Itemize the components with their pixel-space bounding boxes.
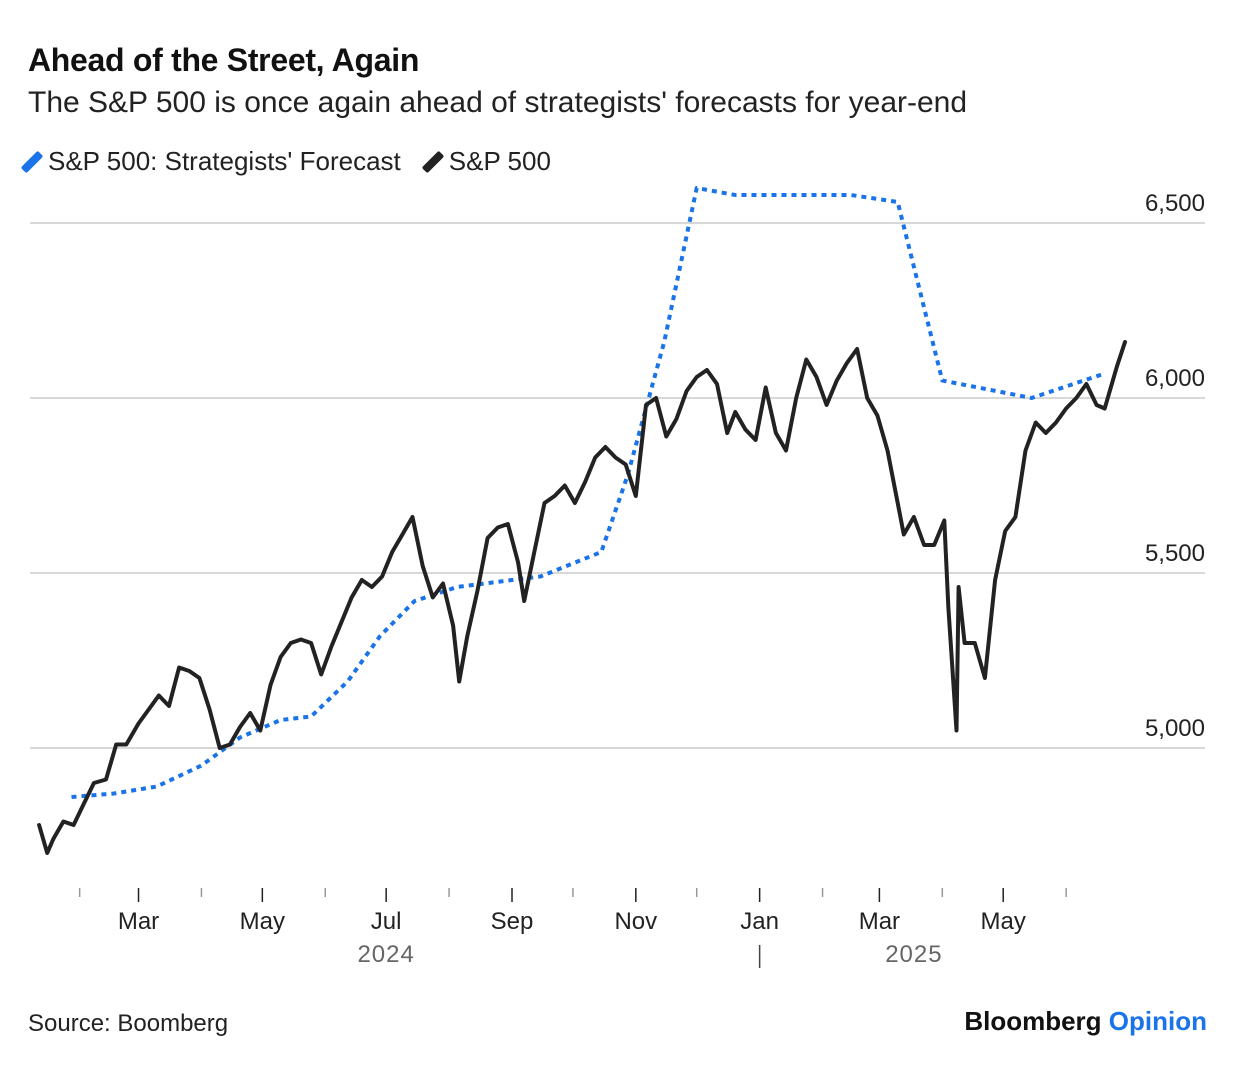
year-label-2024: 2024 [357, 941, 414, 968]
legend: S&P 500: Strategists' Forecast S&P 500 [20, 146, 551, 177]
y-tick-label-5500: 5,500 [1145, 540, 1205, 567]
series-line-forecast [71, 186, 1106, 799]
x-tick-label-4: Nov [614, 908, 657, 935]
brand-logo: Bloomberg Opinion [964, 1006, 1207, 1037]
x-tick-label-7: May [981, 908, 1026, 935]
x-tick-label-6: Mar [859, 908, 900, 935]
chart-subtitle: The S&P 500 is once again ahead of strat… [28, 86, 968, 119]
series-lines [37, 186, 1127, 855]
year-label-2025: 2025 [885, 941, 942, 968]
x-tick-label-2: Jul [371, 908, 402, 935]
series-line-index [37, 340, 1127, 855]
y-axis-tick-labels: 5,000 5,500 6,000 6,500 [1145, 190, 1205, 742]
x-tick-label-0: Mar [118, 908, 159, 935]
brand-name: Bloomberg [964, 1006, 1102, 1036]
y-tick-label-6000: 6,000 [1145, 365, 1205, 392]
y-tick-label-6500: 6,500 [1145, 190, 1205, 217]
legend-label-forecast: S&P 500: Strategists' Forecast [48, 146, 401, 176]
chart-title: Ahead of the Street, Again [28, 42, 420, 78]
legend-label-index: S&P 500 [448, 146, 551, 176]
y-tick-label-5000: 5,000 [1145, 715, 1205, 742]
x-tick-label-5: Jan [740, 908, 779, 935]
brand-suffix: Opinion [1108, 1006, 1207, 1036]
x-axis: Mar May Jul Sep Nov Jan Mar May 2024 2025 [78, 888, 1067, 968]
x-tick-label-1: May [240, 908, 285, 935]
legend-item-forecast: S&P 500: Strategists' Forecast [20, 146, 401, 177]
source-note: Source: Boomberg [28, 1010, 229, 1037]
x-tick-label-3: Sep [491, 908, 534, 935]
legend-item-index: S&P 500 [421, 146, 551, 177]
gridlines [30, 222, 1205, 749]
